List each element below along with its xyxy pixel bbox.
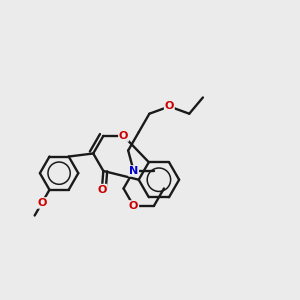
- Text: N: N: [129, 166, 138, 176]
- Text: O: O: [37, 198, 46, 208]
- Text: O: O: [165, 101, 174, 112]
- Text: O: O: [97, 184, 106, 195]
- Text: O: O: [129, 201, 138, 211]
- Text: O: O: [119, 131, 128, 141]
